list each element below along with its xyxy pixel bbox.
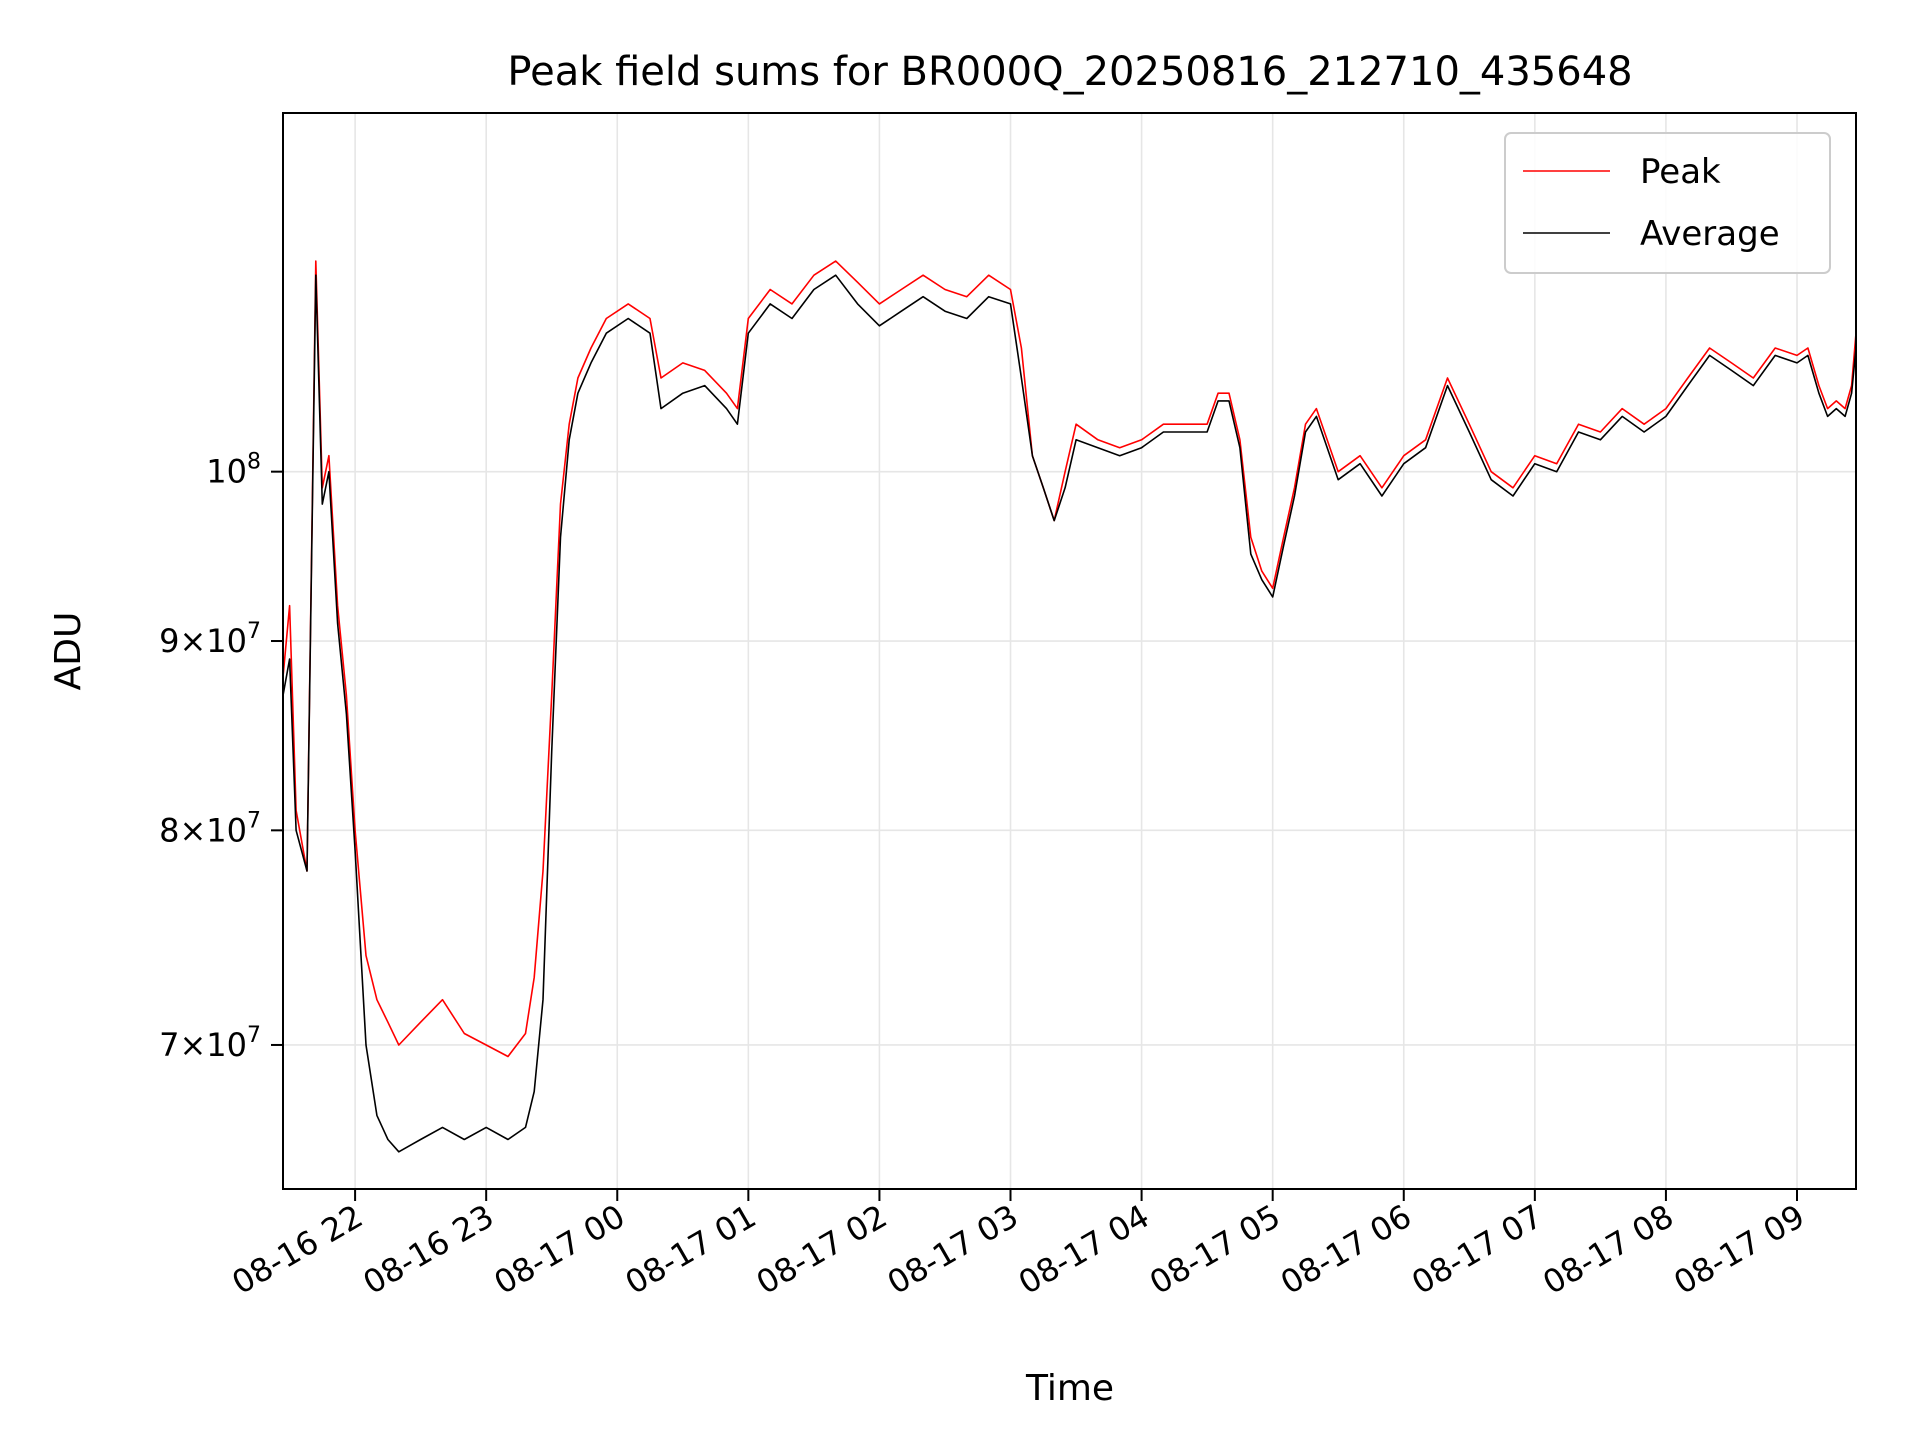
y-tick-base: 10 <box>206 811 247 849</box>
x-tick-label: 08-17 02 <box>750 1197 894 1302</box>
y-tick-exponent: 7 <box>247 619 261 644</box>
series-line-average <box>282 274 1857 1153</box>
y-tick-label: 108 <box>206 450 261 491</box>
y-tick-label: 9×107 <box>159 619 261 660</box>
y-tick-times: × <box>179 811 206 849</box>
legend-box <box>1504 132 1831 274</box>
y-tick-base: 10 <box>206 1026 247 1064</box>
y-tick-label: 8×107 <box>159 808 261 849</box>
plot-frame <box>282 112 1857 1190</box>
x-tick-label: 08-16 23 <box>357 1197 501 1302</box>
x-axis-label: Time <box>1025 1368 1114 1409</box>
chart-title: Peak field sums for BR000Q_20250816_2127… <box>507 49 1632 95</box>
y-tick-exponent: 7 <box>247 808 261 833</box>
legend-label: Average <box>1640 214 1780 254</box>
y-tick-mantissa: 7 <box>159 1026 179 1064</box>
x-tick-label: 08-17 01 <box>619 1197 763 1302</box>
x-tick-label: 08-17 00 <box>488 1197 632 1302</box>
x-tick-label: 08-17 05 <box>1143 1197 1287 1302</box>
series-layer <box>282 260 1857 1153</box>
x-tick-label: 08-16 22 <box>225 1197 369 1302</box>
x-tick-label: 08-17 07 <box>1405 1197 1549 1302</box>
legend: Peak Average <box>1504 132 1831 274</box>
y-tick-mantissa: 9 <box>159 622 179 660</box>
y-tick-exponent: 8 <box>247 450 261 475</box>
y-axis-label: ADU <box>48 612 89 691</box>
y-tick-mantissa: 8 <box>159 811 179 849</box>
y-tick-times: × <box>179 622 206 660</box>
x-tick-label: 08-17 03 <box>881 1197 1025 1302</box>
x-tick-label: 08-17 09 <box>1667 1197 1811 1302</box>
y-tick-base: 10 <box>206 622 247 660</box>
grid-lines <box>283 113 1856 1189</box>
y-tick-exponent: 7 <box>247 1023 261 1048</box>
x-tick-label: 08-17 08 <box>1536 1197 1680 1302</box>
y-tick-base: 10 <box>206 453 247 491</box>
x-tick-label: 08-17 06 <box>1274 1197 1418 1302</box>
y-tick-times: × <box>179 1026 206 1064</box>
legend-label: Peak <box>1640 152 1721 192</box>
y-tick-label: 7×107 <box>159 1023 261 1064</box>
x-tick-label: 08-17 04 <box>1012 1197 1156 1302</box>
series-line-peak <box>282 260 1857 1058</box>
